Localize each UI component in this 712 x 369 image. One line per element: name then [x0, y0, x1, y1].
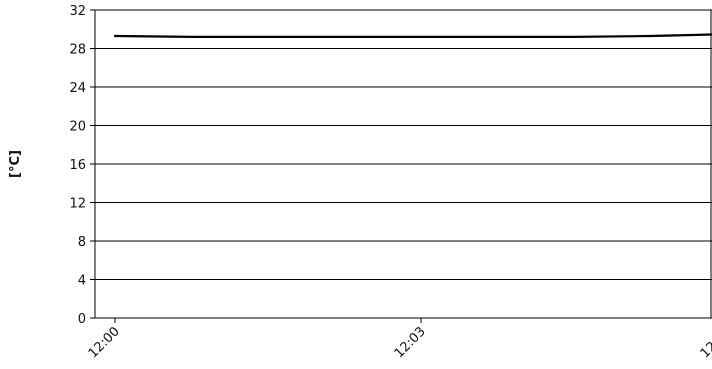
x-tick-label-2: 12:06 — [698, 324, 712, 361]
y-tick-label-8: 8 — [78, 235, 86, 250]
y-tick-label-28: 28 — [69, 43, 86, 58]
y-tick-labels: 0 4 8 12 16 20 24 28 32 — [69, 4, 86, 327]
x-tick-label-1: 12:03 — [392, 324, 429, 361]
y-tick-label-20: 20 — [69, 120, 86, 135]
y-tick-label-24: 24 — [69, 81, 86, 96]
axes — [90, 9, 712, 323]
y-tick-label-0: 0 — [78, 312, 86, 327]
y-tick-label-32: 32 — [69, 4, 86, 19]
series-lines — [113, 33, 712, 39]
grid-lines — [95, 9, 712, 319]
y-tick-label-12: 12 — [69, 197, 86, 212]
x-tick-label-0: 12:00 — [86, 324, 123, 361]
y-tick-label-16: 16 — [69, 158, 86, 173]
y-tick-label-4: 4 — [78, 274, 86, 289]
y-axis-label: [°C] — [8, 150, 23, 178]
series-line-0 — [113, 33, 712, 39]
